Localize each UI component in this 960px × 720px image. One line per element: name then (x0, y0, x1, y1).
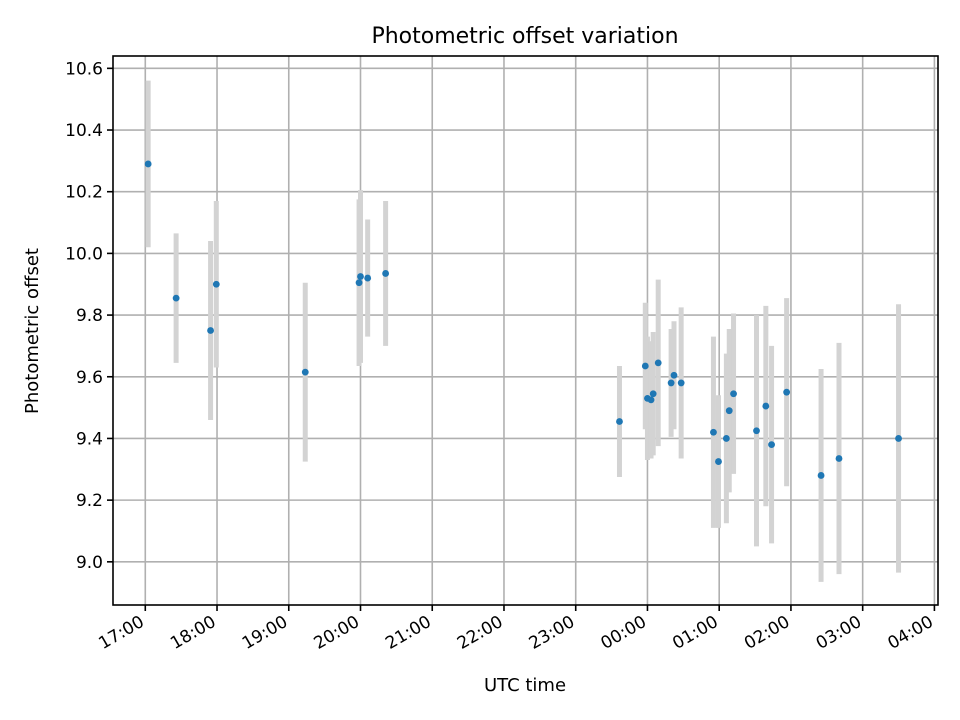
x-tick-label: 03:00 (813, 612, 865, 654)
x-tick-label: 18:00 (167, 612, 219, 654)
data-point (654, 359, 662, 367)
chart-title: Photometric offset variation (371, 24, 678, 49)
x-axis: 17:00 18:00 19:00 20:00 21:00 22:00 23:00 00:00… (95, 605, 937, 654)
data-point (382, 270, 390, 277)
y-tick-label: 10.6 (65, 59, 103, 79)
data-point (649, 390, 657, 398)
data-point (364, 274, 372, 282)
data-point (677, 379, 685, 387)
grid (113, 56, 938, 605)
data-point (212, 280, 220, 288)
data-point (725, 407, 733, 415)
data-point (835, 455, 843, 462)
data-point (144, 160, 152, 168)
y-tick-label: 9.8 (76, 306, 103, 326)
plot-frame (112, 55, 939, 606)
data-point (355, 279, 363, 287)
x-tick-label: 01:00 (669, 612, 721, 654)
y-tick-label: 9.6 (76, 368, 103, 388)
data-point (207, 327, 214, 334)
y-tick-label: 9.4 (76, 429, 103, 449)
data-point (641, 362, 649, 370)
x-tick-label: 21:00 (382, 612, 434, 654)
x-tick-label: 19:00 (239, 612, 291, 654)
data-point (357, 273, 364, 280)
data-point (762, 402, 770, 410)
data-point (647, 396, 655, 404)
data-points (144, 160, 902, 479)
y-tick-label: 9.0 (76, 553, 103, 573)
y-tick-label: 10.4 (65, 121, 103, 141)
data-point (753, 427, 760, 435)
x-tick-label: 04:00 (884, 612, 936, 654)
data-point (301, 368, 309, 376)
x-tick-label: 17:00 (95, 612, 147, 654)
y-tick-label: 10.2 (65, 183, 103, 203)
data-point (722, 435, 730, 442)
x-tick-label: 20:00 (311, 612, 363, 654)
y-axis: 9.0 9.2 9.4 9.6 9.8 10.0 10.2 10.4 10.6 (65, 59, 113, 573)
data-point (817, 472, 825, 479)
x-tick-label: 00:00 (598, 612, 650, 654)
data-point (783, 388, 791, 396)
y-axis-label: Photometric offset (22, 248, 43, 414)
x-tick-label: 22:00 (454, 612, 506, 654)
data-point (895, 435, 902, 442)
x-axis-label: UTC time (484, 675, 566, 696)
error-bars (145, 80, 902, 582)
y-tick-label: 10.0 (65, 244, 103, 264)
data-point (730, 390, 737, 398)
y-tick-label: 9.2 (76, 491, 103, 511)
data-point (710, 428, 717, 436)
x-tick-label: 02:00 (741, 612, 793, 654)
data-point (715, 458, 722, 465)
data-point (670, 371, 678, 379)
data-point (616, 418, 623, 425)
data-point (172, 294, 180, 302)
data-point (667, 379, 675, 387)
data-point (768, 441, 775, 449)
x-tick-label: 23:00 (526, 612, 578, 654)
